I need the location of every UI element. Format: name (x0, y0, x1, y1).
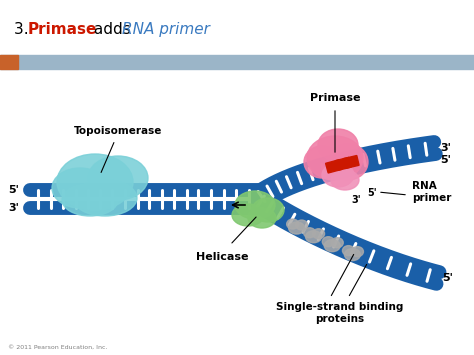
Text: 5': 5' (442, 273, 453, 283)
Text: 3.: 3. (14, 22, 34, 37)
Ellipse shape (62, 184, 118, 216)
Ellipse shape (57, 154, 133, 210)
Ellipse shape (289, 222, 305, 234)
Text: 5': 5' (440, 155, 451, 165)
Text: 5': 5' (367, 188, 377, 198)
Ellipse shape (73, 180, 137, 216)
Ellipse shape (307, 136, 363, 180)
Ellipse shape (351, 247, 364, 257)
Ellipse shape (312, 229, 325, 239)
Bar (0, 55, 18, 69)
Ellipse shape (328, 144, 368, 180)
Text: Primase: Primase (310, 93, 360, 103)
Text: Topoisomerase: Topoisomerase (74, 126, 162, 136)
Ellipse shape (331, 170, 359, 190)
Text: 3': 3' (9, 203, 19, 213)
Text: 5': 5' (9, 185, 19, 195)
Bar (0, 55, 474, 69)
Text: © 2011 Pearson Education, Inc.: © 2011 Pearson Education, Inc. (8, 345, 108, 350)
Text: Helicase: Helicase (196, 252, 248, 262)
Ellipse shape (303, 228, 316, 238)
Ellipse shape (88, 156, 148, 200)
Ellipse shape (306, 231, 321, 243)
Text: 3': 3' (440, 143, 451, 153)
Text: RNA
primer: RNA primer (412, 181, 451, 203)
Ellipse shape (322, 237, 334, 247)
Text: 3': 3' (351, 195, 361, 205)
Text: Single-strand binding
proteins: Single-strand binding proteins (276, 302, 404, 324)
Text: RNA primer: RNA primer (122, 22, 210, 37)
Ellipse shape (296, 220, 308, 230)
Ellipse shape (324, 240, 340, 252)
Bar (335, 157, 351, 170)
Text: adds: adds (89, 22, 136, 37)
Ellipse shape (235, 191, 275, 219)
Ellipse shape (345, 248, 360, 261)
Ellipse shape (304, 146, 340, 178)
Ellipse shape (52, 168, 108, 208)
Text: Primase: Primase (28, 22, 97, 37)
Ellipse shape (331, 238, 343, 248)
Bar (326, 160, 342, 173)
Ellipse shape (248, 208, 276, 228)
Ellipse shape (287, 219, 299, 229)
Bar (343, 155, 359, 169)
Ellipse shape (322, 163, 354, 187)
Ellipse shape (318, 129, 358, 161)
Ellipse shape (252, 198, 284, 222)
Ellipse shape (232, 204, 264, 226)
Ellipse shape (342, 246, 355, 256)
